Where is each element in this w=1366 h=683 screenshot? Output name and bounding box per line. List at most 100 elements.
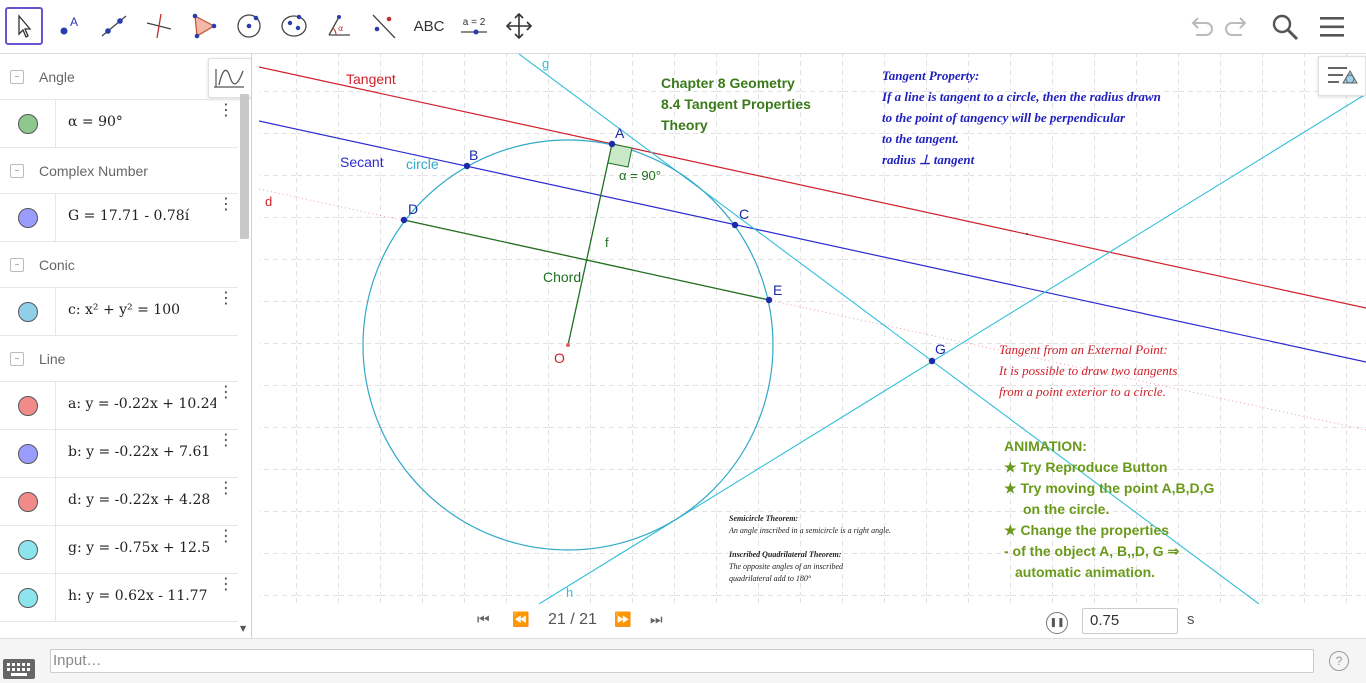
speed-unit: s	[1187, 611, 1195, 628]
tangent-line-g[interactable]	[518, 54, 1260, 604]
text-line: An angle inscribed in a semicircle is a …	[729, 526, 891, 535]
move-tool-button[interactable]	[5, 7, 43, 45]
first-step-icon[interactable]: ⏮	[477, 612, 490, 628]
search-button[interactable]	[1268, 10, 1302, 44]
collapse-toggle-icon[interactable]: –	[10, 257, 24, 272]
text-line: Inscribed Quadrilateral Theorem:	[729, 550, 842, 559]
text-line: to the point of tangency will be perpend…	[882, 110, 1126, 125]
title-line: 8.4 Tangent Properties	[661, 96, 811, 112]
point-c[interactable]	[731, 221, 739, 229]
move-arrows-icon	[505, 12, 533, 40]
geometry-canvas[interactable]	[259, 54, 1366, 604]
point-g[interactable]	[928, 357, 936, 365]
group-header-line[interactable]: – Line	[0, 336, 238, 382]
circle-center-tool-button[interactable]	[230, 7, 268, 45]
point-b[interactable]	[463, 162, 471, 170]
pause-button[interactable]: ❚❚	[1046, 612, 1068, 634]
radius-f[interactable]	[567, 143, 613, 346]
algebra-expression[interactable]: d: y = -0.22x + 4.28	[68, 492, 211, 508]
polygon-tool-button[interactable]	[185, 7, 223, 45]
algebra-expression[interactable]: b: y = -0.22x + 7.61	[68, 444, 211, 460]
scroll-down-arrow-icon[interactable]: ▼	[240, 624, 247, 633]
perpendicular-line-tool-button[interactable]	[140, 7, 178, 45]
text-tool-label: ABC	[413, 17, 445, 35]
more-options-icon[interactable]: ⋮	[218, 478, 234, 497]
visibility-toggle[interactable]	[18, 444, 38, 464]
algebra-item[interactable]: b: y = -0.22x + 7.61 ⋮	[0, 430, 238, 478]
visibility-toggle[interactable]	[18, 492, 38, 512]
group-header-conic[interactable]: – Conic	[0, 242, 238, 288]
algebra-expression[interactable]: h: y = 0.62x - 11.77	[68, 588, 208, 604]
group-label: Complex Number	[39, 162, 148, 179]
last-step-icon[interactable]: ⏭	[650, 612, 663, 628]
main-menu-button[interactable]	[1315, 10, 1349, 44]
visibility-toggle[interactable]	[18, 396, 38, 416]
text-line: Tangent Property:	[882, 68, 980, 83]
collapse-toggle-icon[interactable]: –	[10, 351, 24, 366]
algebra-item[interactable]: a: y = -0.22x + 10.24 ⋮	[0, 382, 238, 430]
more-options-icon[interactable]: ⋮	[218, 288, 234, 307]
algebra-item[interactable]: g: y = -0.75x + 12.5 ⋮	[0, 526, 238, 574]
reflect-tool-button[interactable]	[365, 7, 403, 45]
collapse-toggle-icon[interactable]: –	[10, 163, 24, 178]
visibility-toggle[interactable]	[18, 114, 38, 134]
visibility-toggle[interactable]	[18, 208, 38, 228]
more-options-icon[interactable]: ⋮	[218, 430, 234, 449]
right-angle-marker	[607, 143, 633, 168]
graphics-style-bar-button[interactable]	[1318, 56, 1366, 96]
algebra-expression[interactable]: α = 90°	[68, 114, 123, 130]
algebra-expression[interactable]: c: x² + y² = 100	[68, 302, 181, 318]
redo-button[interactable]	[1220, 10, 1254, 44]
algebra-expression[interactable]: a: y = -0.22x + 10.24	[68, 396, 216, 412]
label-g: g	[542, 56, 550, 71]
algebra-item[interactable]: h: y = 0.62x - 11.77 ⋮	[0, 574, 238, 622]
algebra-item[interactable]: d: y = -0.22x + 4.28 ⋮	[0, 478, 238, 526]
visibility-toggle[interactable]	[18, 588, 38, 608]
algebra-expression[interactable]: g: y = -0.75x + 12.5	[68, 540, 211, 556]
more-options-icon[interactable]: ⋮	[218, 526, 234, 545]
separator	[55, 574, 56, 621]
next-step-icon[interactable]: ⏩	[614, 612, 632, 628]
group-header-angle[interactable]: – Angle	[0, 54, 238, 100]
tangent-line-a[interactable]	[259, 66, 1366, 309]
text-line: quadrilateral add to 180°	[729, 574, 812, 583]
keyboard-icon[interactable]	[3, 659, 35, 679]
previous-step-icon[interactable]: ⏪	[512, 612, 530, 628]
algebra-scrollbar[interactable]	[240, 94, 249, 239]
title-line: Theory	[661, 117, 708, 133]
slider-tool-button[interactable]: a = 2	[455, 7, 493, 45]
graphics-view[interactable]: Tangent Secant circle Chord d f g h A B …	[259, 54, 1366, 604]
text-line: ★ Change the properties	[1004, 522, 1170, 538]
point-o[interactable]	[566, 343, 570, 347]
point-tool-button[interactable]: A	[50, 7, 88, 45]
secant-line-b[interactable]	[259, 120, 1366, 363]
text-tool-button[interactable]: ABC	[410, 7, 448, 45]
group-header-complex-number[interactable]: – Complex Number	[0, 148, 238, 194]
ellipse-tool-button[interactable]	[275, 7, 313, 45]
line-tool-button[interactable]	[95, 7, 133, 45]
circle-c[interactable]	[362, 139, 774, 551]
point-d[interactable]	[400, 216, 408, 224]
angle-tool-button[interactable]: α	[320, 7, 358, 45]
visibility-toggle[interactable]	[18, 302, 38, 322]
algebra-expression[interactable]: G = 17.71 - 0.78í	[68, 208, 190, 224]
move-graphics-tool-button[interactable]	[500, 7, 538, 45]
more-options-icon[interactable]: ⋮	[218, 100, 234, 119]
algebra-item[interactable]: α = 90° ⋮	[0, 100, 238, 148]
input-field[interactable]: Input…	[50, 649, 1314, 673]
more-options-icon[interactable]: ⋮	[218, 574, 234, 593]
point-e[interactable]	[765, 296, 773, 304]
more-options-icon[interactable]: ⋮	[218, 382, 234, 401]
speed-input[interactable]: 0.75	[1082, 608, 1178, 634]
theorems-text: Semicircle Theorem: An angle inscribed i…	[729, 513, 891, 585]
animation-bar: ⏮ ⏪ 21 / 21 ⏩ ⏭ ❚❚ 0.75 s	[259, 604, 1366, 638]
algebra-style-bar-button[interactable]	[208, 58, 251, 98]
point-a[interactable]	[608, 140, 616, 148]
visibility-toggle[interactable]	[18, 540, 38, 560]
undo-button[interactable]	[1184, 10, 1218, 44]
more-options-icon[interactable]: ⋮	[218, 194, 234, 213]
algebra-item[interactable]: c: x² + y² = 100 ⋮	[0, 288, 238, 336]
algebra-item[interactable]: G = 17.71 - 0.78í ⋮	[0, 194, 238, 242]
help-icon[interactable]: ?	[1329, 651, 1349, 671]
collapse-toggle-icon[interactable]: –	[10, 69, 24, 84]
